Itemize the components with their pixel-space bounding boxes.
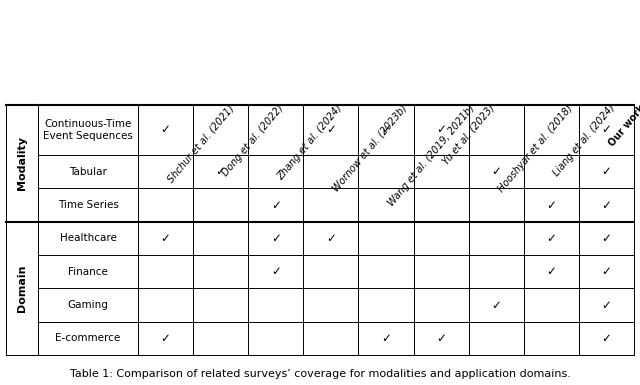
Text: ✓: ✓: [547, 265, 556, 278]
Text: ✓: ✓: [161, 232, 170, 245]
Text: ✓: ✓: [547, 232, 556, 245]
Text: ✓: ✓: [216, 165, 226, 178]
Text: Shchur et al. (2021): Shchur et al. (2021): [166, 103, 236, 184]
Text: Dong et al. (2022): Dong et al. (2022): [221, 103, 286, 178]
Text: Continuous-Time
Event Sequences: Continuous-Time Event Sequences: [43, 119, 133, 141]
Text: ✓: ✓: [492, 298, 501, 311]
Text: ✓: ✓: [492, 165, 501, 178]
Text: Hooshyar et al. (2018): Hooshyar et al. (2018): [496, 103, 575, 194]
Text: ✓: ✓: [381, 332, 391, 345]
Text: ✓: ✓: [436, 124, 446, 137]
Text: ✓: ✓: [161, 124, 170, 137]
Text: ✓: ✓: [271, 232, 281, 245]
Text: Wang et al. (2019, 2021b): Wang et al. (2019, 2021b): [386, 103, 476, 208]
Text: Zhang et al. (2024): Zhang et al. (2024): [276, 103, 344, 182]
Text: Yu et al. (2023): Yu et al. (2023): [441, 103, 497, 167]
Text: ✓: ✓: [602, 124, 611, 137]
Text: Gaming: Gaming: [68, 300, 108, 310]
Text: ✓: ✓: [271, 265, 281, 278]
Text: Domain: Domain: [17, 264, 27, 312]
Text: ✓: ✓: [602, 232, 611, 245]
Text: Wornow et al. (2023b): Wornow et al. (2023b): [331, 103, 409, 193]
Text: Finance: Finance: [68, 267, 108, 277]
Text: ✓: ✓: [602, 332, 611, 345]
Text: Modality: Modality: [17, 136, 27, 190]
Text: Table 1: Comparison of related surveys’ coverage for modalities and application : Table 1: Comparison of related surveys’ …: [70, 369, 570, 379]
Text: ✓: ✓: [602, 165, 611, 178]
Text: ✓: ✓: [326, 124, 336, 137]
Text: ✓: ✓: [326, 232, 336, 245]
Text: Tabular: Tabular: [69, 167, 107, 177]
Text: ✓: ✓: [547, 199, 556, 211]
Text: ✓: ✓: [381, 124, 391, 137]
Text: ✓: ✓: [602, 199, 611, 211]
Text: Our work: Our work: [607, 103, 640, 148]
Text: ✓: ✓: [602, 265, 611, 278]
Text: ✓: ✓: [602, 298, 611, 311]
Text: Time Series: Time Series: [58, 200, 118, 210]
Text: ✓: ✓: [161, 332, 170, 345]
Text: E-commerce: E-commerce: [56, 333, 120, 343]
Text: ✓: ✓: [436, 332, 446, 345]
Text: ✓: ✓: [271, 199, 281, 211]
Text: Healthcare: Healthcare: [60, 233, 116, 243]
Text: Liang et al. (2024): Liang et al. (2024): [551, 103, 617, 179]
